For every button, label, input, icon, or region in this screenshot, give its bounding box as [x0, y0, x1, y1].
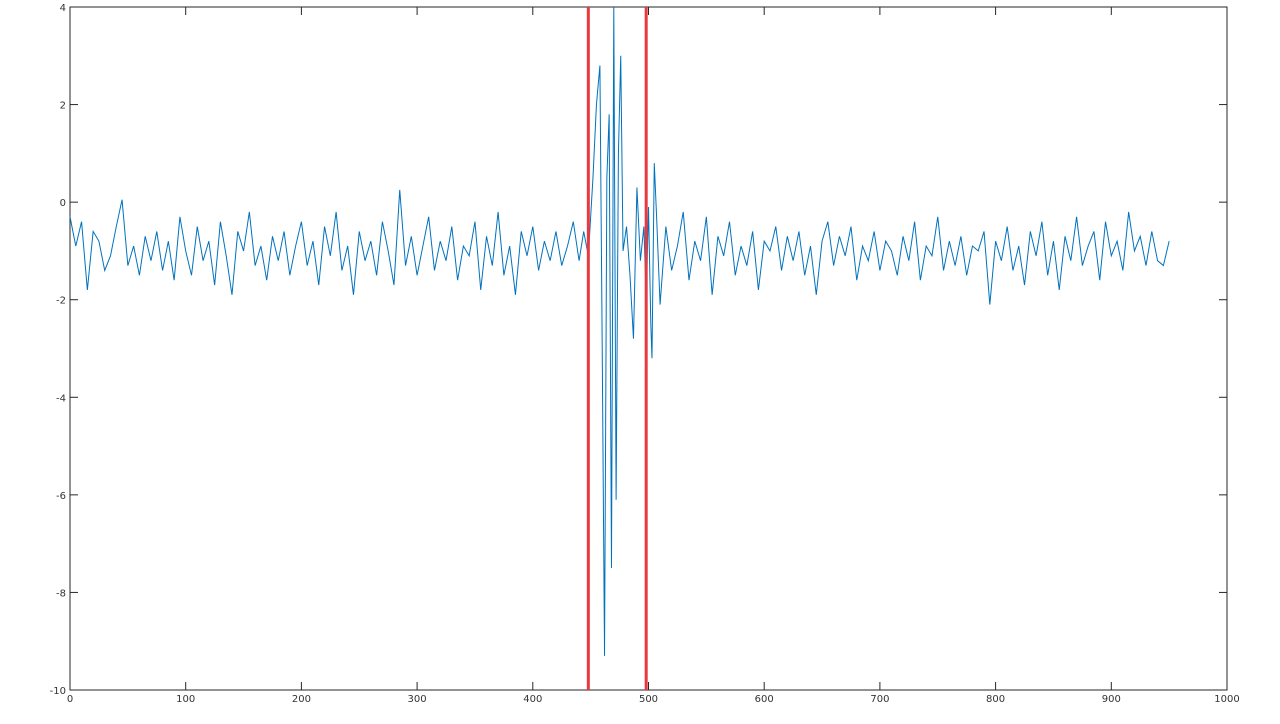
x-tick-label: 900	[1102, 694, 1121, 705]
y-tick-label: -4	[56, 393, 66, 404]
y-tick-label: -8	[56, 588, 66, 599]
x-tick-label: 800	[986, 694, 1005, 705]
x-tick-label: 0	[67, 694, 73, 705]
y-tick-label: 2	[60, 101, 66, 112]
y-tick-label: -10	[50, 686, 66, 697]
y-tick-label: 4	[60, 3, 66, 14]
x-tick-label: 600	[755, 694, 774, 705]
x-tick-label: 1000	[1214, 694, 1239, 705]
x-tick-label: 400	[523, 694, 542, 705]
x-tick-label: 300	[408, 694, 427, 705]
y-tick-label: -2	[56, 296, 66, 307]
y-tick-label: -6	[56, 491, 66, 502]
y-tick-label: 0	[60, 198, 66, 209]
x-tick-label: 100	[176, 694, 195, 705]
x-tick-label: 700	[870, 694, 889, 705]
plot-frame	[69, 6, 1228, 691]
x-tick-label: 500	[639, 694, 658, 705]
data-line	[69, 6, 1170, 656]
x-tick-label: 200	[292, 694, 311, 705]
